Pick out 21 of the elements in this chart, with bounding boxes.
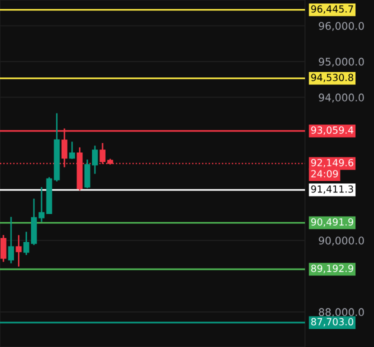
y-tick-label: 95,000.0 xyxy=(318,58,364,67)
ref-line-label: 90,491.9 xyxy=(311,218,354,227)
candlestick xyxy=(23,231,30,256)
ref-line-label: 91,411.3 xyxy=(311,185,354,194)
ref-line-label: 94,530.8 xyxy=(311,74,354,82)
candlestick xyxy=(84,158,90,189)
candlestick xyxy=(69,141,75,160)
candlestick xyxy=(92,144,98,175)
candlestick xyxy=(0,234,6,263)
ref-line-label: 87,703.0 xyxy=(311,318,354,326)
ref-line-label: 89,192.9 xyxy=(311,264,354,274)
ref-line-label: 96,445.7 xyxy=(311,5,354,14)
ref-line-label: 92,149.6 xyxy=(311,158,354,168)
text: 24:09 xyxy=(311,170,338,178)
y-tick-label: 96,000.0 xyxy=(318,22,364,31)
y-tick-label: 90,000.0 xyxy=(318,236,364,246)
ref-line-label: 93,059.4 xyxy=(311,126,354,135)
candlestick xyxy=(16,234,22,268)
candlestick xyxy=(8,216,14,264)
y-tick-label: 94,000.0 xyxy=(318,94,364,102)
y-tick-label: 88,000.0 xyxy=(318,308,364,318)
